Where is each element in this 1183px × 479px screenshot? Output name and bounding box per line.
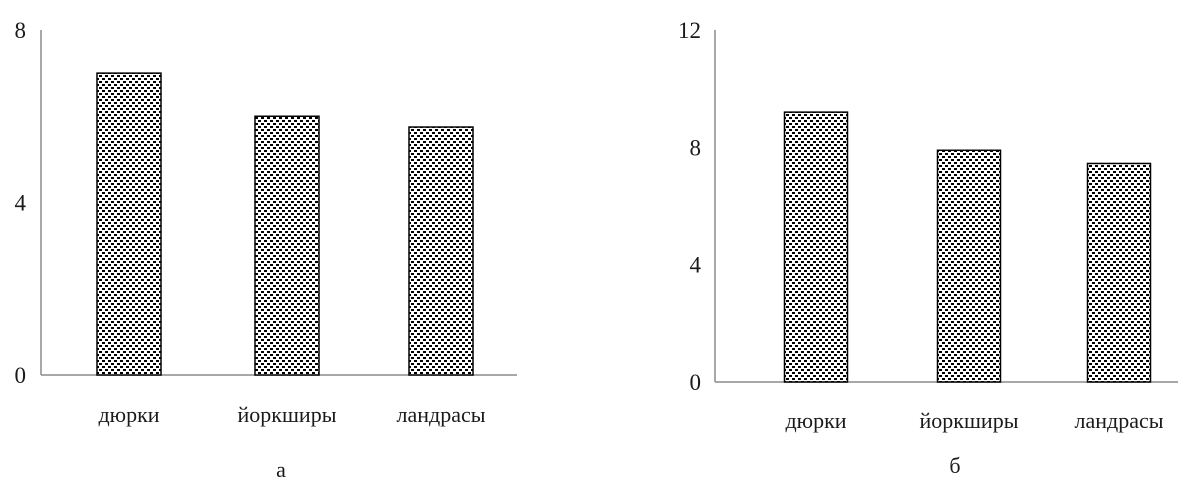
chart-a-bar-3 [408, 126, 474, 376]
chart-b-bar-3 [1086, 162, 1152, 383]
chart-b-bar-2 [936, 149, 1002, 383]
chart-a-category-labels: дюрки йоркширы ландрасы [98, 402, 485, 427]
chart-b-y-tick-label: 0 [690, 370, 702, 395]
chart-b-tick-labels: 0 4 8 12 [678, 18, 702, 395]
chart-b-category-labels: дюрки йоркширы ландрасы [785, 408, 1163, 433]
chart-b-category-label: дюрки [785, 408, 846, 433]
chart-b-panel-label: б [949, 453, 960, 478]
chart-a-bar-1 [96, 72, 162, 376]
chart-b-bars [783, 111, 1152, 383]
chart-a-category-label: ландрасы [396, 402, 485, 427]
chart-b-y-tick-label: 8 [690, 135, 702, 160]
chart-b-y-tick-label: 4 [690, 253, 702, 278]
chart-b-y-tick-label: 12 [678, 18, 701, 43]
chart-b-bar-1 [783, 111, 849, 383]
chart-a-category-label: дюрки [98, 402, 159, 427]
chart-a-bar-2 [254, 115, 320, 376]
chart-a-y-tick-label: 4 [15, 191, 27, 216]
chart-b: 0 4 8 12 дюрки йоркширы ландрасы б [678, 18, 1178, 478]
chart-a-tick-labels: 0 4 8 [15, 18, 27, 388]
chart-a-y-tick-label: 8 [15, 18, 27, 43]
chart-b-category-label: ландрасы [1074, 408, 1163, 433]
chart-a-panel-label: а [276, 457, 286, 479]
chart-a-y-tick-label: 0 [15, 363, 27, 388]
chart-a-category-label: йоркширы [238, 402, 337, 427]
chart-b-category-label: йоркширы [920, 408, 1019, 433]
chart-a-bars [96, 72, 474, 376]
chart-a: 0 4 8 дюрки йоркширы ландрасы а [15, 18, 517, 479]
